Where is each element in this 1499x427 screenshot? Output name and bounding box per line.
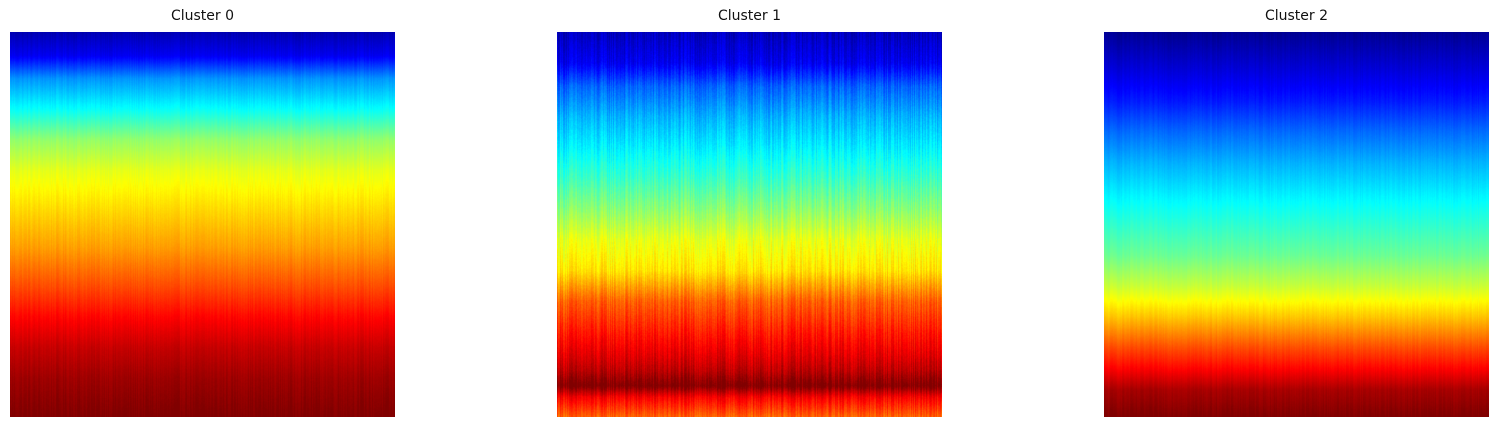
cluster-1-heatmap <box>557 32 942 417</box>
cluster-2-heatmap <box>1104 32 1489 417</box>
cluster-2-panel: Cluster 2 <box>1104 0 1489 427</box>
cluster-2-title: Cluster 2 <box>1264 8 1329 24</box>
cluster-1-panel: Cluster 1 <box>557 0 942 427</box>
cluster-0-panel: Cluster 0 <box>10 0 395 427</box>
cluster-1-title: Cluster 1 <box>717 8 782 24</box>
cluster-0-heatmap <box>10 32 395 417</box>
cluster-0-title: Cluster 0 <box>170 8 235 24</box>
